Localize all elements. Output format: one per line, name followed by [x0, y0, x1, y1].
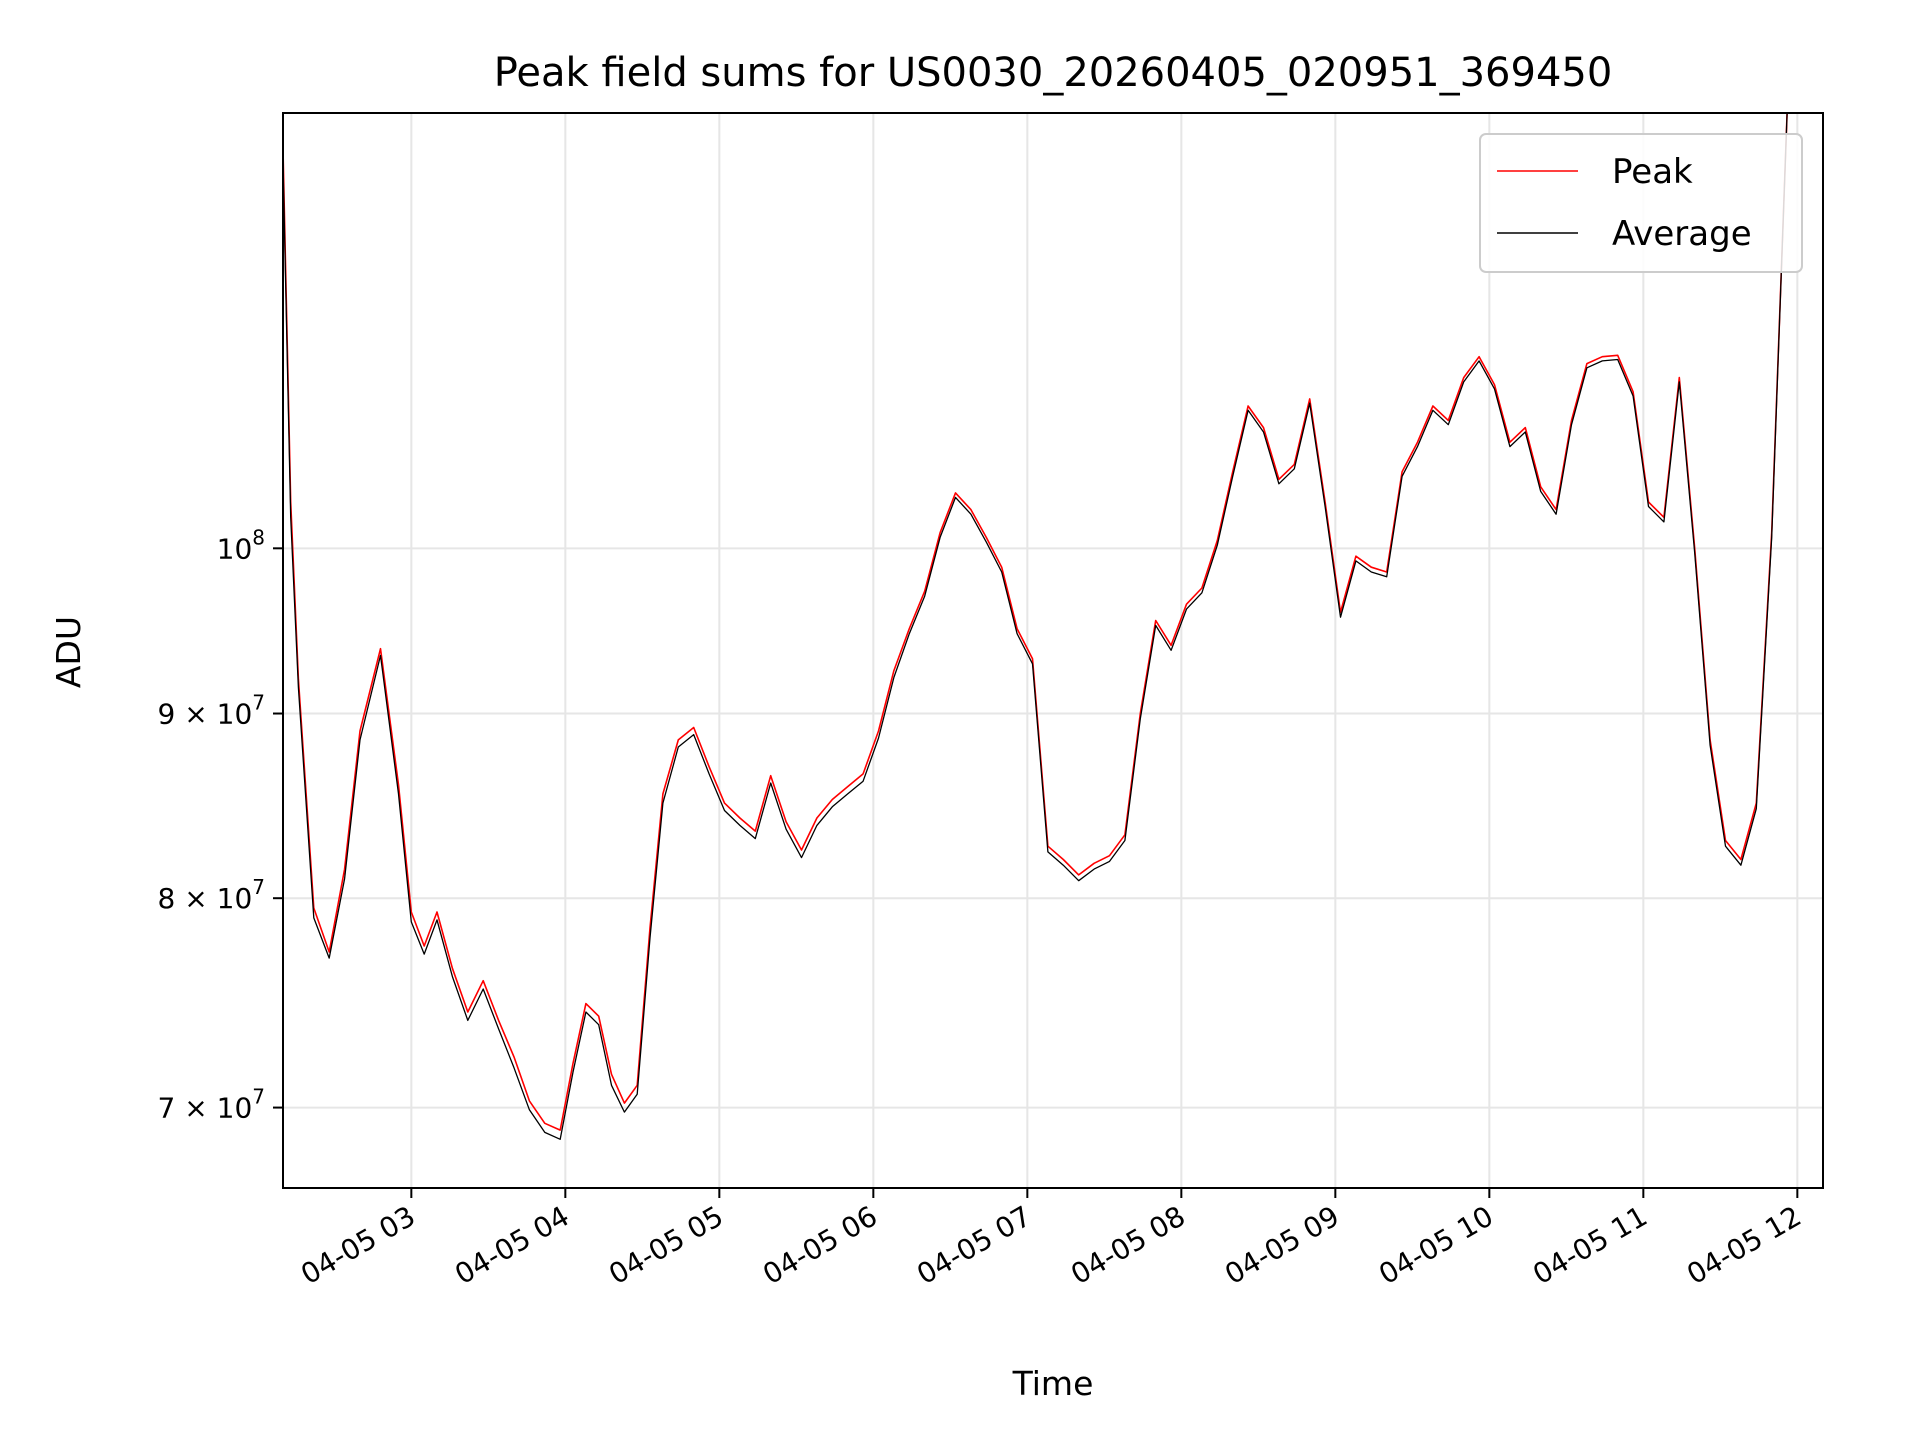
series-line-average [282, 112, 1818, 1140]
y-tick-label: 7 × 107 [158, 1085, 265, 1125]
legend-label-average: Average [1612, 214, 1752, 254]
y-tick-label: 9 × 107 [158, 691, 265, 731]
chart-title: Peak field sums for US0030_20260405_0209… [494, 50, 1613, 96]
series-line-peak [282, 112, 1818, 1131]
y-axis-label: ADU [49, 616, 88, 688]
plot-frame [282, 112, 1824, 1189]
y-tick-label: 108 [217, 525, 265, 565]
legend: Peak Average [1479, 133, 1803, 273]
series-layer [282, 112, 1818, 1140]
legend-box [1479, 133, 1803, 273]
y-axis: 7 × 107 8 × 107 9 × 107 108 [158, 525, 283, 1125]
y-tick-label: 8 × 107 [158, 875, 265, 915]
legend-label-peak: Peak [1612, 152, 1693, 192]
x-axis-label: Time [1012, 1364, 1094, 1403]
grid [283, 113, 1823, 1188]
